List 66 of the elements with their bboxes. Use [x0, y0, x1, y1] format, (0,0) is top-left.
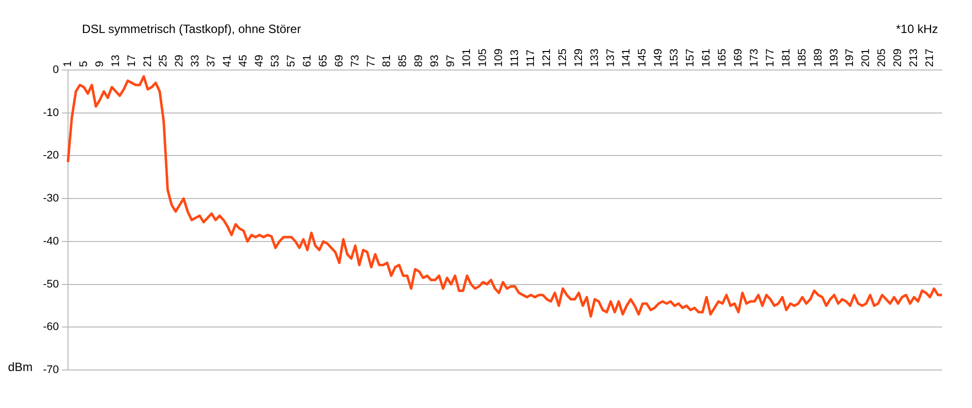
x-tick-label: 113	[508, 49, 521, 67]
x-tick-label: 105	[477, 48, 490, 67]
x-tick-label: 213	[908, 48, 920, 67]
x-tick-label: 121	[540, 48, 553, 67]
x-tick-label: 69	[333, 54, 346, 67]
x-tick-label: 9	[94, 60, 106, 67]
x-tick-label: 197	[844, 48, 856, 67]
x-tick-label: 41	[222, 54, 234, 67]
x-tick-label: 93	[429, 54, 442, 67]
x-tick-label: 37	[206, 54, 218, 67]
x-tick-label: 137	[604, 48, 617, 67]
x-tick-label: 25	[158, 54, 170, 67]
x-tick-label: 209	[892, 48, 904, 67]
x-tick-label: 13	[110, 54, 122, 67]
x-tick-label: 5	[78, 60, 90, 67]
x-tick-label: 85	[397, 54, 410, 67]
y-axis-title: dBm	[8, 360, 33, 374]
x-tick-label: 17	[126, 54, 138, 67]
y-tick-label: -70	[42, 364, 59, 376]
x-tick-label: 201	[860, 48, 872, 67]
y-tick-label: -30	[42, 192, 59, 205]
y-tick-label: 0	[52, 64, 59, 76]
x-tick-label: 81	[381, 54, 394, 67]
x-tick-label: 173	[748, 48, 760, 67]
x-tick-label: 77	[365, 54, 378, 67]
x-tick-label: 1	[62, 60, 74, 67]
x-tick-label: 217	[924, 48, 936, 67]
x-tick-label: 61	[301, 54, 314, 67]
y-tick-label: -10	[42, 106, 59, 119]
x-tick-label: 145	[636, 48, 649, 67]
x-tick-label: 185	[796, 48, 808, 67]
x-tick-label: 189	[812, 48, 824, 67]
x-tick-label: 193	[828, 48, 840, 67]
x-tick-label: 109	[492, 48, 505, 67]
x-tick-label: 169	[732, 48, 744, 67]
y-tick-label: -60	[42, 321, 59, 334]
y-tick-label: -20	[42, 150, 59, 162]
x-tick-label: 97	[445, 54, 458, 67]
y-tick-label: -40	[42, 235, 59, 248]
x-tick-label: 157	[684, 48, 697, 67]
x-tick-label: 141	[620, 48, 633, 67]
x-tick-label: 49	[254, 54, 266, 67]
x-tick-label: 133	[588, 48, 601, 67]
x-tick-label: 53	[269, 54, 282, 67]
x-tick-label: 129	[572, 48, 585, 67]
x-tick-label: 101	[461, 48, 474, 67]
x-tick-label: 161	[700, 48, 713, 67]
x-tick-label: 21	[142, 54, 154, 67]
x-tick-label: 177	[764, 48, 776, 67]
x-tick-label: 73	[349, 54, 362, 67]
x-tick-label: 165	[716, 48, 729, 67]
x-tick-label: 29	[174, 54, 186, 67]
y-tick-label: -50	[42, 278, 59, 290]
chart-title: DSL symmetrisch (Tastkopf), ohne Störer	[82, 22, 301, 36]
x-tick-label: 57	[285, 54, 298, 67]
x-tick-label: 149	[652, 48, 665, 67]
x-tick-label: 205	[876, 48, 888, 67]
x-tick-label: 89	[413, 54, 426, 67]
x-tick-label: 117	[524, 49, 537, 67]
x-tick-label: 45	[238, 54, 250, 67]
x-tick-label: 65	[317, 54, 330, 67]
x-axis-title: *10 kHz	[896, 22, 938, 36]
x-tick-label: 125	[556, 48, 569, 67]
x-tick-label: 153	[668, 48, 681, 67]
x-tick-label: 181	[780, 48, 792, 67]
x-tick-label: 33	[190, 54, 202, 67]
